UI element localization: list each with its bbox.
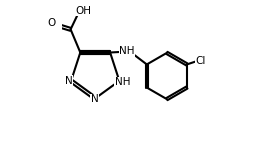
Text: N: N (91, 94, 98, 104)
Text: NH: NH (119, 46, 135, 56)
Text: NH: NH (115, 77, 130, 87)
Text: OH: OH (75, 6, 91, 16)
Text: Cl: Cl (196, 56, 206, 66)
Text: O: O (48, 18, 56, 28)
Text: N: N (65, 76, 73, 86)
